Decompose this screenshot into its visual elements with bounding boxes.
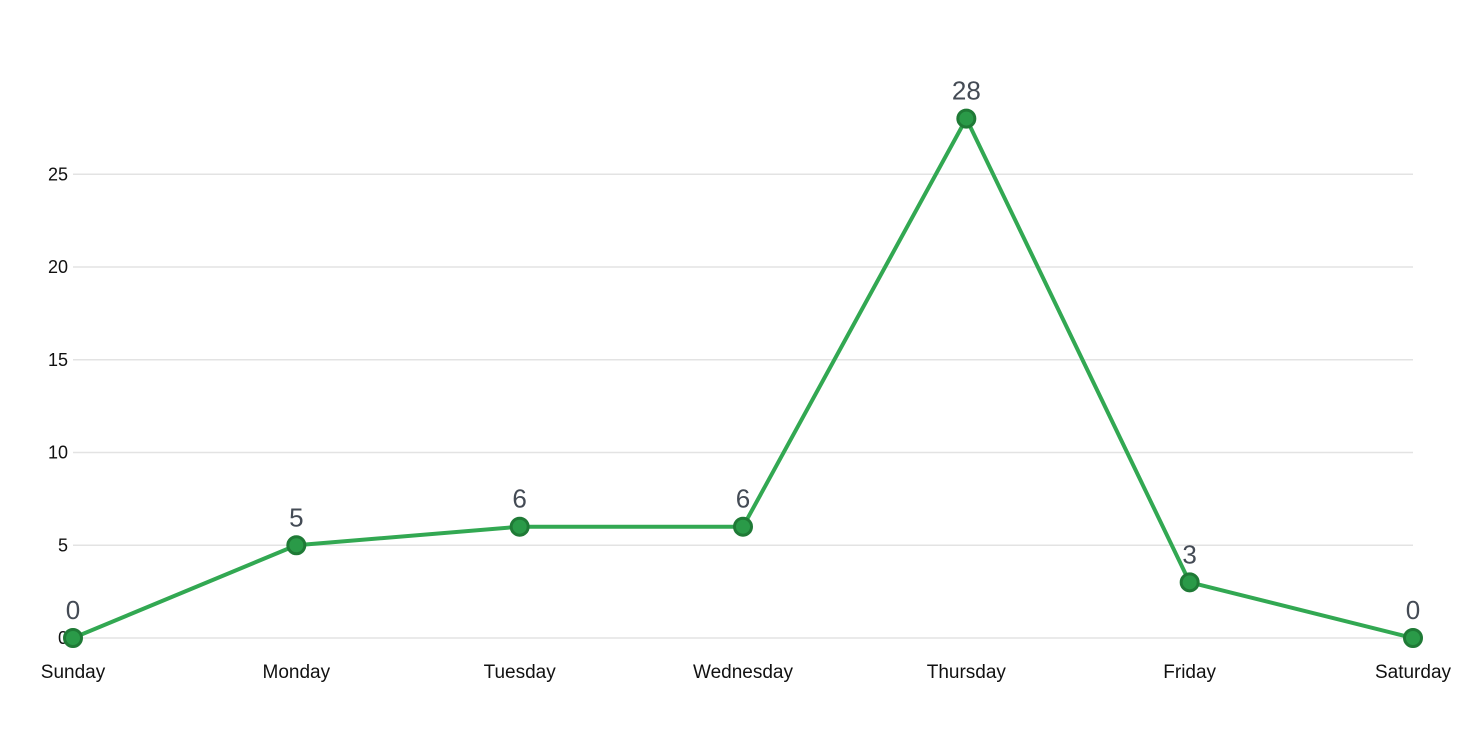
y-tick-label: 0 xyxy=(58,628,68,648)
data-label: 6 xyxy=(512,484,526,514)
data-label: 3 xyxy=(1182,539,1196,569)
x-tick-label: Tuesday xyxy=(484,662,557,683)
data-label: 5 xyxy=(289,502,303,532)
data-point xyxy=(1179,572,1200,593)
data-point xyxy=(63,628,83,648)
series-line xyxy=(71,116,1415,640)
x-axis-ticks: Sunday Monday Tuesday Wednesday Thursday Frid… xyxy=(41,662,1452,683)
data-points xyxy=(63,108,1423,648)
x-tick-label: Saturday xyxy=(1375,662,1452,683)
x-tick-label: Friday xyxy=(1163,662,1216,683)
y-axis-ticks: 0 5 10 15 20 25 xyxy=(48,164,68,648)
y-tick-label: 15 xyxy=(48,350,68,370)
y-tick-label: 10 xyxy=(48,443,68,463)
y-tick-label: 25 xyxy=(48,164,68,184)
x-tick-label: Wednesday xyxy=(693,662,793,683)
x-tick-label: Sunday xyxy=(41,662,106,683)
data-point xyxy=(733,516,753,537)
data-point xyxy=(1403,628,1423,648)
data-point xyxy=(509,516,530,537)
x-tick-label: Thursday xyxy=(927,662,1007,683)
data-label: 28 xyxy=(952,76,981,106)
data-point xyxy=(286,535,307,556)
data-label: 0 xyxy=(1406,595,1420,625)
x-tick-label: Monday xyxy=(263,662,331,683)
data-label: 0 xyxy=(66,595,80,625)
y-tick-label: 20 xyxy=(48,257,68,277)
gridlines xyxy=(73,173,1413,639)
data-label: 6 xyxy=(736,484,750,514)
data-point xyxy=(956,108,977,129)
data-labels: 0 5 6 6 28 3 0 xyxy=(66,76,1420,625)
series-lines xyxy=(71,116,1415,640)
y-tick-label: 5 xyxy=(58,535,68,555)
